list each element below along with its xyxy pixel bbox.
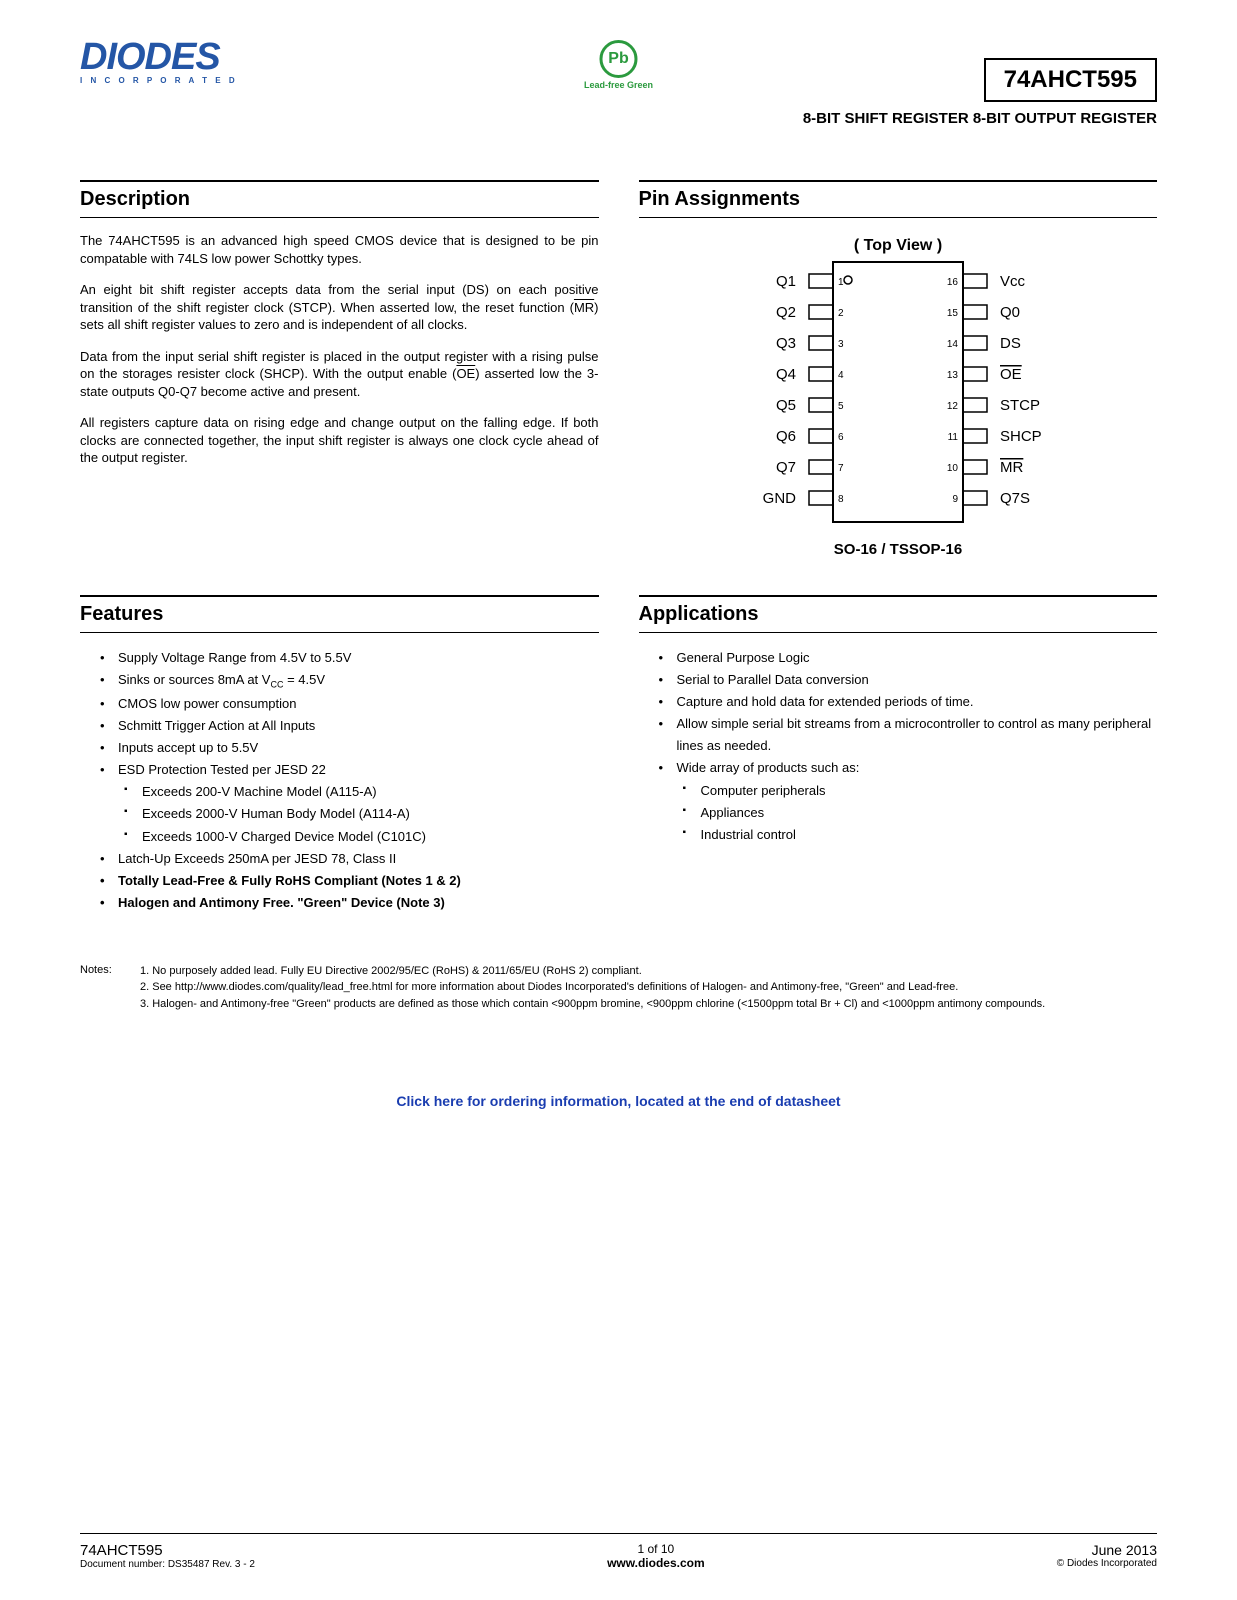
- footer-document-number: Document number: DS35487 Rev. 3 - 2: [80, 1559, 255, 1570]
- feature-subitem: Exceeds 2000-V Human Body Model (A114-A): [124, 803, 599, 825]
- application-subitem: Appliances: [683, 802, 1158, 824]
- feature-sublist: Exceeds 200-V Machine Model (A115-A)Exce…: [100, 781, 599, 847]
- feature-item: ESD Protection Tested per JESD 22: [100, 759, 599, 781]
- description-section: Description The 74AHCT595 is an advanced…: [80, 180, 599, 575]
- logo-subtitle: I N C O R P O R A T E D: [80, 76, 238, 85]
- features-heading: Features: [80, 595, 599, 633]
- description-p4: All registers capture data on rising edg…: [80, 414, 599, 467]
- feature-item: Supply Voltage Range from 4.5V to 5.5V: [100, 647, 599, 669]
- feature-item: Halogen and Antimony Free. "Green" Devic…: [100, 892, 599, 914]
- ordering-info-link[interactable]: Click here for ordering information, loc…: [80, 1093, 1157, 1109]
- svg-text:OE: OE: [1000, 366, 1022, 383]
- svg-text:15: 15: [947, 308, 959, 319]
- note-3: 3. Halogen- and Antimony-free "Green" pr…: [140, 997, 1157, 1011]
- svg-text:5: 5: [838, 401, 844, 412]
- description-p1: The 74AHCT595 is an advanced high speed …: [80, 232, 599, 267]
- notes-label: Notes:: [80, 964, 140, 1013]
- features-section: Features Supply Voltage Range from 4.5V …: [80, 595, 599, 914]
- part-number-box: 74AHCT595: [984, 58, 1157, 102]
- svg-text:SO-16 / TSSOP-16: SO-16 / TSSOP-16: [834, 541, 962, 558]
- feature-item: Sinks or sources 8mA at VCC = 4.5V: [100, 669, 599, 693]
- svg-text:11: 11: [947, 432, 958, 443]
- description-p2: An eight bit shift register accepts data…: [80, 281, 599, 334]
- feature-item: CMOS low power consumption: [100, 693, 599, 715]
- svg-text:12: 12: [947, 401, 959, 412]
- feature-subitem: Exceeds 200-V Machine Model (A115-A): [124, 781, 599, 803]
- application-item: Serial to Parallel Data conversion: [659, 669, 1158, 691]
- description-p3: Data from the input serial shift registe…: [80, 348, 599, 401]
- svg-text:4: 4: [838, 370, 844, 381]
- document-subtitle: 8-BIT SHIFT REGISTER 8-BIT OUTPUT REGIST…: [803, 110, 1157, 127]
- svg-text:9: 9: [952, 494, 958, 505]
- svg-text:2: 2: [838, 308, 844, 319]
- pin-assignments-section: Pin Assignments ( Top View ) 1 Q1 2 Q2 3 Q3 4 Q4…: [639, 180, 1158, 575]
- footer-right: June 2013 © Diodes Incorporated: [1057, 1542, 1157, 1570]
- applications-section: Applications General Purpose LogicSerial…: [639, 595, 1158, 914]
- feature-subitem: Exceeds 1000-V Charged Device Model (C10…: [124, 826, 599, 848]
- application-item: Allow simple serial bit streams from a m…: [659, 713, 1158, 757]
- application-item: Capture and hold data for extended perio…: [659, 691, 1158, 713]
- page-header: DIODES I N C O R P O R A T E D Pb Lead-f…: [80, 40, 1157, 130]
- svg-text:Q0: Q0: [1000, 304, 1020, 321]
- svg-text:Q6: Q6: [776, 428, 796, 445]
- note-1: 1. No purposely added lead. Fully EU Dir…: [140, 964, 1157, 978]
- svg-text:1: 1: [838, 277, 844, 288]
- footer-page-number: 1 of 10: [607, 1542, 705, 1556]
- logo-text: DIODES: [80, 40, 238, 74]
- feature-item: Schmitt Trigger Action at All Inputs: [100, 715, 599, 737]
- svg-text:Q7: Q7: [776, 459, 796, 476]
- pinout-svg: ( Top View ) 1 Q1 2 Q2 3 Q3 4 Q4 5 Q5 6 Q6 7 Q7 8 GND 16 V…: [718, 232, 1078, 572]
- svg-text:Q3: Q3: [776, 335, 796, 352]
- svg-text:6: 6: [838, 432, 844, 443]
- footer-url: www.diodes.com: [607, 1556, 705, 1570]
- svg-text:STCP: STCP: [1000, 397, 1040, 414]
- feature-item: Latch-Up Exceeds 250mA per JESD 78, Clas…: [100, 848, 599, 870]
- svg-text:GND: GND: [762, 490, 796, 507]
- svg-text:MR: MR: [1000, 459, 1023, 476]
- footer-left: 74AHCT595 Document number: DS35487 Rev. …: [80, 1542, 255, 1570]
- svg-text:Q1: Q1: [776, 273, 796, 290]
- pin-diagram: ( Top View ) 1 Q1 2 Q2 3 Q3 4 Q4 5 Q5 6 Q6 7 Q7 8 GND 16 V…: [639, 232, 1158, 575]
- applications-heading: Applications: [639, 595, 1158, 633]
- svg-text:Vcc: Vcc: [1000, 273, 1026, 290]
- feature-item: Totally Lead-Free & Fully RoHS Compliant…: [100, 870, 599, 892]
- application-sublist: Computer peripheralsAppliancesIndustrial…: [659, 780, 1158, 846]
- company-logo: DIODES I N C O R P O R A T E D: [80, 40, 238, 85]
- svg-text:7: 7: [838, 463, 844, 474]
- svg-text:13: 13: [947, 370, 959, 381]
- svg-text:SHCP: SHCP: [1000, 428, 1042, 445]
- application-subitem: Industrial control: [683, 824, 1158, 846]
- part-number: 74AHCT595: [1004, 66, 1137, 93]
- svg-text:Q7S: Q7S: [1000, 490, 1030, 507]
- footer-copyright: © Diodes Incorporated: [1057, 1558, 1157, 1569]
- footer-part-number: 74AHCT595: [80, 1542, 255, 1559]
- svg-text:Q5: Q5: [776, 397, 796, 414]
- svg-text:Q4: Q4: [776, 366, 796, 383]
- application-item: General Purpose Logic: [659, 647, 1158, 669]
- svg-text:3: 3: [838, 339, 844, 350]
- notes-section: Notes: 1. No purposely added lead. Fully…: [80, 964, 1157, 1013]
- description-heading: Description: [80, 180, 599, 218]
- svg-text:16: 16: [947, 277, 959, 288]
- pb-icon: Pb: [600, 40, 638, 78]
- note-2: 2. See http://www.diodes.com/quality/lea…: [140, 980, 1157, 994]
- lead-free-badge: Pb Lead-free Green: [584, 40, 653, 90]
- svg-text:8: 8: [838, 494, 844, 505]
- pin-assignments-heading: Pin Assignments: [639, 180, 1158, 218]
- notes-body: 1. No purposely added lead. Fully EU Dir…: [140, 964, 1157, 1013]
- application-subitem: Computer peripherals: [683, 780, 1158, 802]
- svg-text:( Top View ): ( Top View ): [854, 237, 942, 254]
- svg-text:Q2: Q2: [776, 304, 796, 321]
- footer-center: 1 of 10 www.diodes.com: [607, 1542, 705, 1570]
- svg-text:DS: DS: [1000, 335, 1021, 352]
- svg-text:10: 10: [947, 463, 959, 474]
- application-item: Wide array of products such as:: [659, 757, 1158, 779]
- features-list: Supply Voltage Range from 4.5V to 5.5VSi…: [80, 647, 599, 914]
- applications-list: General Purpose LogicSerial to Parallel …: [639, 647, 1158, 846]
- footer-date: June 2013: [1057, 1542, 1157, 1558]
- svg-text:14: 14: [947, 339, 959, 350]
- feature-item: Inputs accept up to 5.5V: [100, 737, 599, 759]
- page-footer: 74AHCT595 Document number: DS35487 Rev. …: [80, 1533, 1157, 1570]
- pb-label: Lead-free Green: [584, 80, 653, 90]
